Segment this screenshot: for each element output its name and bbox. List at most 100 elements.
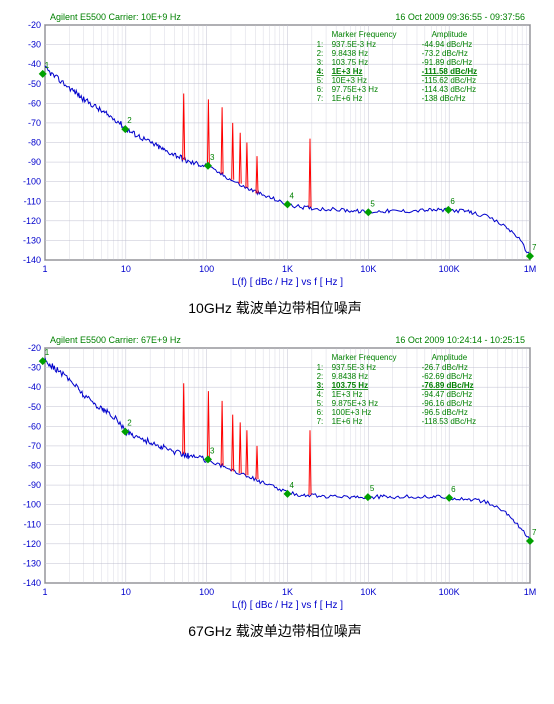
- marker-number: 1: [45, 348, 50, 357]
- svg-text:-130: -130: [23, 558, 41, 568]
- phase-noise-chart: -140 -130 -120 -110 -100 -90 -80 -70 -60 -50 -40 -3…: [10, 333, 540, 613]
- marker-row-num: 6:: [317, 85, 324, 94]
- svg-text:-120: -120: [23, 216, 41, 226]
- svg-text:10K: 10K: [360, 587, 376, 597]
- marker-row-freq: 1E+3 Hz: [332, 390, 363, 399]
- svg-text:-30: -30: [28, 40, 41, 50]
- svg-text:1K: 1K: [282, 264, 293, 274]
- marker-row-amp: -111.58 dBc/Hz: [422, 67, 478, 76]
- svg-text:-40: -40: [28, 382, 41, 392]
- marker-number: 5: [370, 199, 375, 208]
- marker-row-freq: 103.75 Hz: [332, 58, 368, 67]
- svg-text:-60: -60: [28, 421, 41, 431]
- marker-table-header-freq: Marker Frequency: [332, 353, 397, 362]
- svg-text:-100: -100: [23, 500, 41, 510]
- instrument-header: Agilent E5500 Carrier: 67E+9 Hz: [50, 335, 181, 345]
- svg-text:1: 1: [42, 587, 47, 597]
- svg-text:-60: -60: [28, 98, 41, 108]
- marker-row-amp: -73.2 dBc/Hz: [422, 49, 468, 58]
- marker-number: 4: [290, 191, 295, 200]
- svg-text:-50: -50: [28, 79, 41, 89]
- marker-row-freq: 100E+3 Hz: [332, 408, 372, 417]
- marker-number: 6: [450, 197, 455, 206]
- marker-row-num: 3:: [317, 381, 324, 390]
- marker-table-header-freq: Marker Frequency: [332, 30, 397, 39]
- svg-text:-90: -90: [28, 157, 41, 167]
- marker-number: 3: [210, 446, 215, 455]
- marker-row-freq: 1E+6 Hz: [332, 417, 363, 426]
- marker-number: 6: [451, 485, 456, 494]
- svg-text:-110: -110: [24, 196, 41, 206]
- marker-row-freq: 1E+3 Hz: [332, 67, 363, 76]
- marker-row-num: 1:: [317, 363, 324, 372]
- marker-row-amp: -26.7 dBc/Hz: [422, 363, 468, 372]
- marker-row-amp: -118.53 dBc/Hz: [422, 417, 477, 426]
- timestamp: 16 Oct 2009 09:36:55 - 09:37:56: [395, 12, 525, 22]
- svg-text:-80: -80: [28, 138, 41, 148]
- marker-row-freq: 10E+3 Hz: [332, 76, 367, 85]
- svg-text:1M: 1M: [524, 587, 537, 597]
- chart-caption: 10GHz 载波单边带相位噪声: [10, 298, 540, 318]
- svg-text:10: 10: [121, 587, 131, 597]
- marker-row-amp: -91.89 dBc/Hz: [422, 58, 473, 67]
- instrument-header: Agilent E5500 Carrier: 10E+9 Hz: [50, 12, 181, 22]
- svg-text:-30: -30: [28, 363, 41, 373]
- chart-container: -140-130-120-110-100-90-80-70-60-50-40-3…: [10, 10, 540, 318]
- marker-row-num: 3:: [317, 58, 324, 67]
- chart-caption: 67GHz 载波单边带相位噪声: [10, 621, 540, 641]
- svg-text:-20: -20: [28, 343, 41, 353]
- marker-row-freq: 937.5E-3 Hz: [332, 363, 376, 372]
- svg-text:-100: -100: [23, 177, 41, 187]
- marker-row-num: 7:: [317, 417, 324, 426]
- svg-text:1K: 1K: [282, 587, 293, 597]
- svg-text:100: 100: [199, 587, 214, 597]
- marker-number: 4: [290, 481, 295, 490]
- marker-number: 1: [45, 61, 50, 70]
- marker-number: 5: [370, 484, 375, 493]
- svg-text:-80: -80: [28, 461, 41, 471]
- svg-text:100K: 100K: [439, 587, 460, 597]
- svg-text:-90: -90: [28, 480, 41, 490]
- marker-table-header-amp: Amplitude: [432, 30, 468, 39]
- svg-text:100K: 100K: [439, 264, 460, 274]
- marker-row-amp: -96.5 dBc/Hz: [422, 408, 468, 417]
- svg-text:-110: -110: [24, 519, 41, 529]
- marker-row-freq: 937.5E-3 Hz: [332, 40, 376, 49]
- svg-text:1: 1: [42, 264, 47, 274]
- svg-text:10: 10: [121, 264, 131, 274]
- svg-text:L(f) [ dBc / Hz ] vs f [ Hz: L(f) [ dBc / Hz ] vs f [ Hz ]: [232, 600, 343, 611]
- svg-text:-40: -40: [28, 59, 41, 69]
- svg-text:100: 100: [199, 264, 214, 274]
- marker-row-amp: -138 dBc/Hz: [422, 94, 466, 103]
- marker-row-amp: -114.43 dBc/Hz: [422, 85, 477, 94]
- svg-text:10K: 10K: [360, 264, 376, 274]
- marker-number: 7: [532, 528, 537, 537]
- marker-row-num: 2:: [317, 49, 324, 58]
- marker-row-num: 2:: [317, 372, 324, 381]
- timestamp: 16 Oct 2009 10:24:14 - 10:25:15: [395, 335, 525, 345]
- marker-row-num: 4:: [317, 390, 324, 399]
- marker-row-freq: 1E+6 Hz: [332, 94, 363, 103]
- marker-row-amp: -96.16 dBc/Hz: [422, 399, 473, 408]
- marker-row-freq: 9.8438 Hz: [332, 372, 368, 381]
- marker-row-amp: -76.89 dBc/Hz: [422, 381, 474, 390]
- marker-row-amp: -115.62 dBc/Hz: [422, 76, 477, 85]
- phase-noise-chart: -140-130-120-110-100-90-80-70-60-50-40-3…: [10, 10, 540, 290]
- svg-text:-140: -140: [23, 578, 41, 588]
- marker-row-num: 5:: [317, 76, 324, 85]
- marker-row-freq: 9.875E+3 Hz: [332, 399, 378, 408]
- svg-text:-50: -50: [28, 402, 41, 412]
- svg-text:-120: -120: [23, 539, 41, 549]
- svg-text:-70: -70: [28, 118, 41, 128]
- marker-number: 3: [210, 153, 215, 162]
- chart-container: -140 -130 -120 -110 -100 -90 -80 -70 -60 -50 -40 -3…: [10, 333, 540, 641]
- svg-text:L(f) [ dBc / Hz ] vs f [ Hz: L(f) [ dBc / Hz ] vs f [ Hz ]: [232, 277, 343, 288]
- svg-text:-20: -20: [28, 20, 41, 30]
- svg-text:-70: -70: [28, 441, 41, 451]
- svg-text:-130: -130: [23, 235, 41, 245]
- svg-text:1M: 1M: [524, 264, 537, 274]
- marker-number: 2: [127, 419, 132, 428]
- marker-row-num: 4:: [317, 67, 324, 76]
- marker-number: 7: [532, 243, 537, 252]
- marker-row-num: 5:: [317, 399, 324, 408]
